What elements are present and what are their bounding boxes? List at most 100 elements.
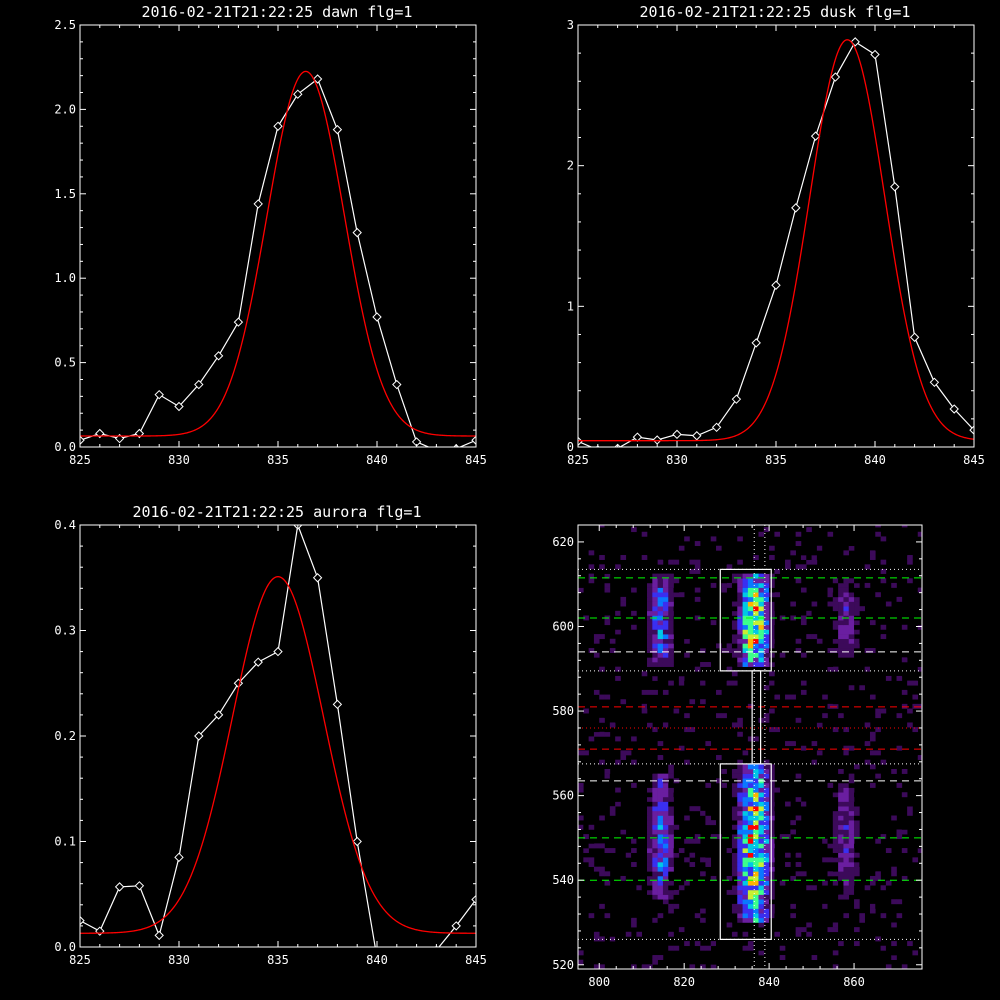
- image-pixel: [843, 796, 850, 802]
- image-pixel: [636, 936, 643, 942]
- image-pixel: [657, 871, 664, 877]
- image-pixel: [604, 582, 611, 588]
- image-pixel: [652, 889, 658, 895]
- image-pixel: [843, 787, 850, 793]
- image-pixel: [710, 959, 717, 965]
- image-pixel: [657, 624, 664, 630]
- image-pixel: [620, 931, 627, 937]
- image-pixel: [917, 531, 922, 537]
- image-pixel: [593, 634, 600, 640]
- image-pixel: [731, 787, 738, 793]
- image-pixel: [652, 917, 658, 923]
- image-pixel: [769, 862, 775, 867]
- image-pixel: [636, 773, 643, 779]
- image-pixel: [774, 913, 781, 919]
- image-pixel: [901, 525, 908, 528]
- image-pixel: [843, 889, 850, 895]
- image-pixel: [668, 638, 674, 644]
- image-pixel: [843, 894, 850, 900]
- image-pixel: [742, 782, 749, 788]
- image-pixel: [864, 829, 871, 835]
- image-pixel: [800, 652, 807, 658]
- image-pixel: [774, 559, 781, 565]
- image-pixel: [848, 606, 855, 612]
- image-pixel: [657, 824, 664, 830]
- image-pixel: [747, 787, 754, 793]
- image-pixel: [615, 796, 621, 802]
- image-pixel: [763, 582, 770, 588]
- image-pixel: [657, 834, 664, 840]
- image-pixel: [694, 596, 701, 602]
- image-pixel: [689, 587, 696, 593]
- dawn-data-point: [194, 379, 204, 390]
- image-pixel: [769, 866, 775, 872]
- image-pixel: [647, 773, 653, 779]
- image-pixel: [763, 875, 770, 881]
- image-pixel: [907, 578, 913, 584]
- aurora-data-point: [114, 882, 125, 892]
- image-pixel: [854, 596, 860, 602]
- image-pixel: [668, 782, 674, 788]
- image-pixel: [907, 564, 913, 570]
- image-pixel: [593, 931, 600, 937]
- image-pixel: [827, 750, 834, 756]
- image-pixel: [875, 750, 881, 756]
- image-pixel: [869, 908, 876, 914]
- image-pixel: [578, 959, 584, 965]
- image-pixel: [620, 601, 627, 607]
- image-pixel: [854, 620, 860, 626]
- image-pixel: [753, 643, 759, 649]
- image-pixel: [721, 913, 727, 919]
- image-pixel: [657, 815, 664, 821]
- image-pixel: [785, 708, 791, 714]
- image-pixel: [662, 634, 669, 640]
- image-pixel: [737, 731, 743, 737]
- aurora-plot-area: [80, 525, 476, 947]
- image-pixel: [652, 582, 658, 588]
- image-pixel: [864, 852, 871, 858]
- image-pixel: [790, 875, 796, 881]
- image-pixel: [615, 736, 621, 742]
- image-xtick-label: 860: [843, 975, 865, 989]
- image-pixel: [631, 922, 637, 928]
- image-pixel: [880, 945, 887, 951]
- image-pixel: [726, 927, 733, 933]
- image-pixel: [753, 810, 759, 816]
- image-pixel: [896, 829, 903, 835]
- image-pixel: [742, 601, 749, 607]
- image-pixel: [631, 648, 637, 653]
- image-pixel: [647, 810, 653, 816]
- image-pixel: [885, 848, 892, 854]
- image-pixel: [652, 810, 658, 816]
- image-pixel: [678, 848, 685, 854]
- image-pixel: [731, 573, 738, 579]
- image-pixel: [763, 796, 770, 802]
- image-pixel: [758, 852, 765, 858]
- image-pixel: [678, 768, 685, 774]
- image-pixel: [790, 694, 796, 700]
- image-pixel: [700, 871, 706, 877]
- image-pixel: [599, 666, 605, 672]
- image-pixel: [599, 824, 605, 830]
- image-pixel: [848, 545, 855, 551]
- image-pixel: [673, 592, 680, 598]
- image-pixel: [742, 634, 749, 640]
- image-pixel: [769, 680, 775, 686]
- image-pixel: [668, 880, 674, 886]
- image-pixel: [705, 680, 712, 686]
- image-pixel: [854, 824, 860, 830]
- image-pixel: [636, 634, 643, 640]
- image-pixel: [631, 787, 637, 793]
- image-pixel: [609, 931, 616, 937]
- image-pixel: [763, 801, 770, 807]
- image-pixel: [647, 620, 653, 626]
- image-pixel: [673, 620, 680, 626]
- image-pixel: [609, 964, 616, 969]
- dusk-plot-area: [578, 37, 974, 447]
- image-pixel: [843, 820, 850, 826]
- image-pixel: [721, 950, 727, 956]
- image-pixel: [588, 578, 595, 584]
- image-pixel: [615, 838, 621, 844]
- image-pixel: [769, 843, 775, 849]
- image-pixel: [604, 773, 611, 779]
